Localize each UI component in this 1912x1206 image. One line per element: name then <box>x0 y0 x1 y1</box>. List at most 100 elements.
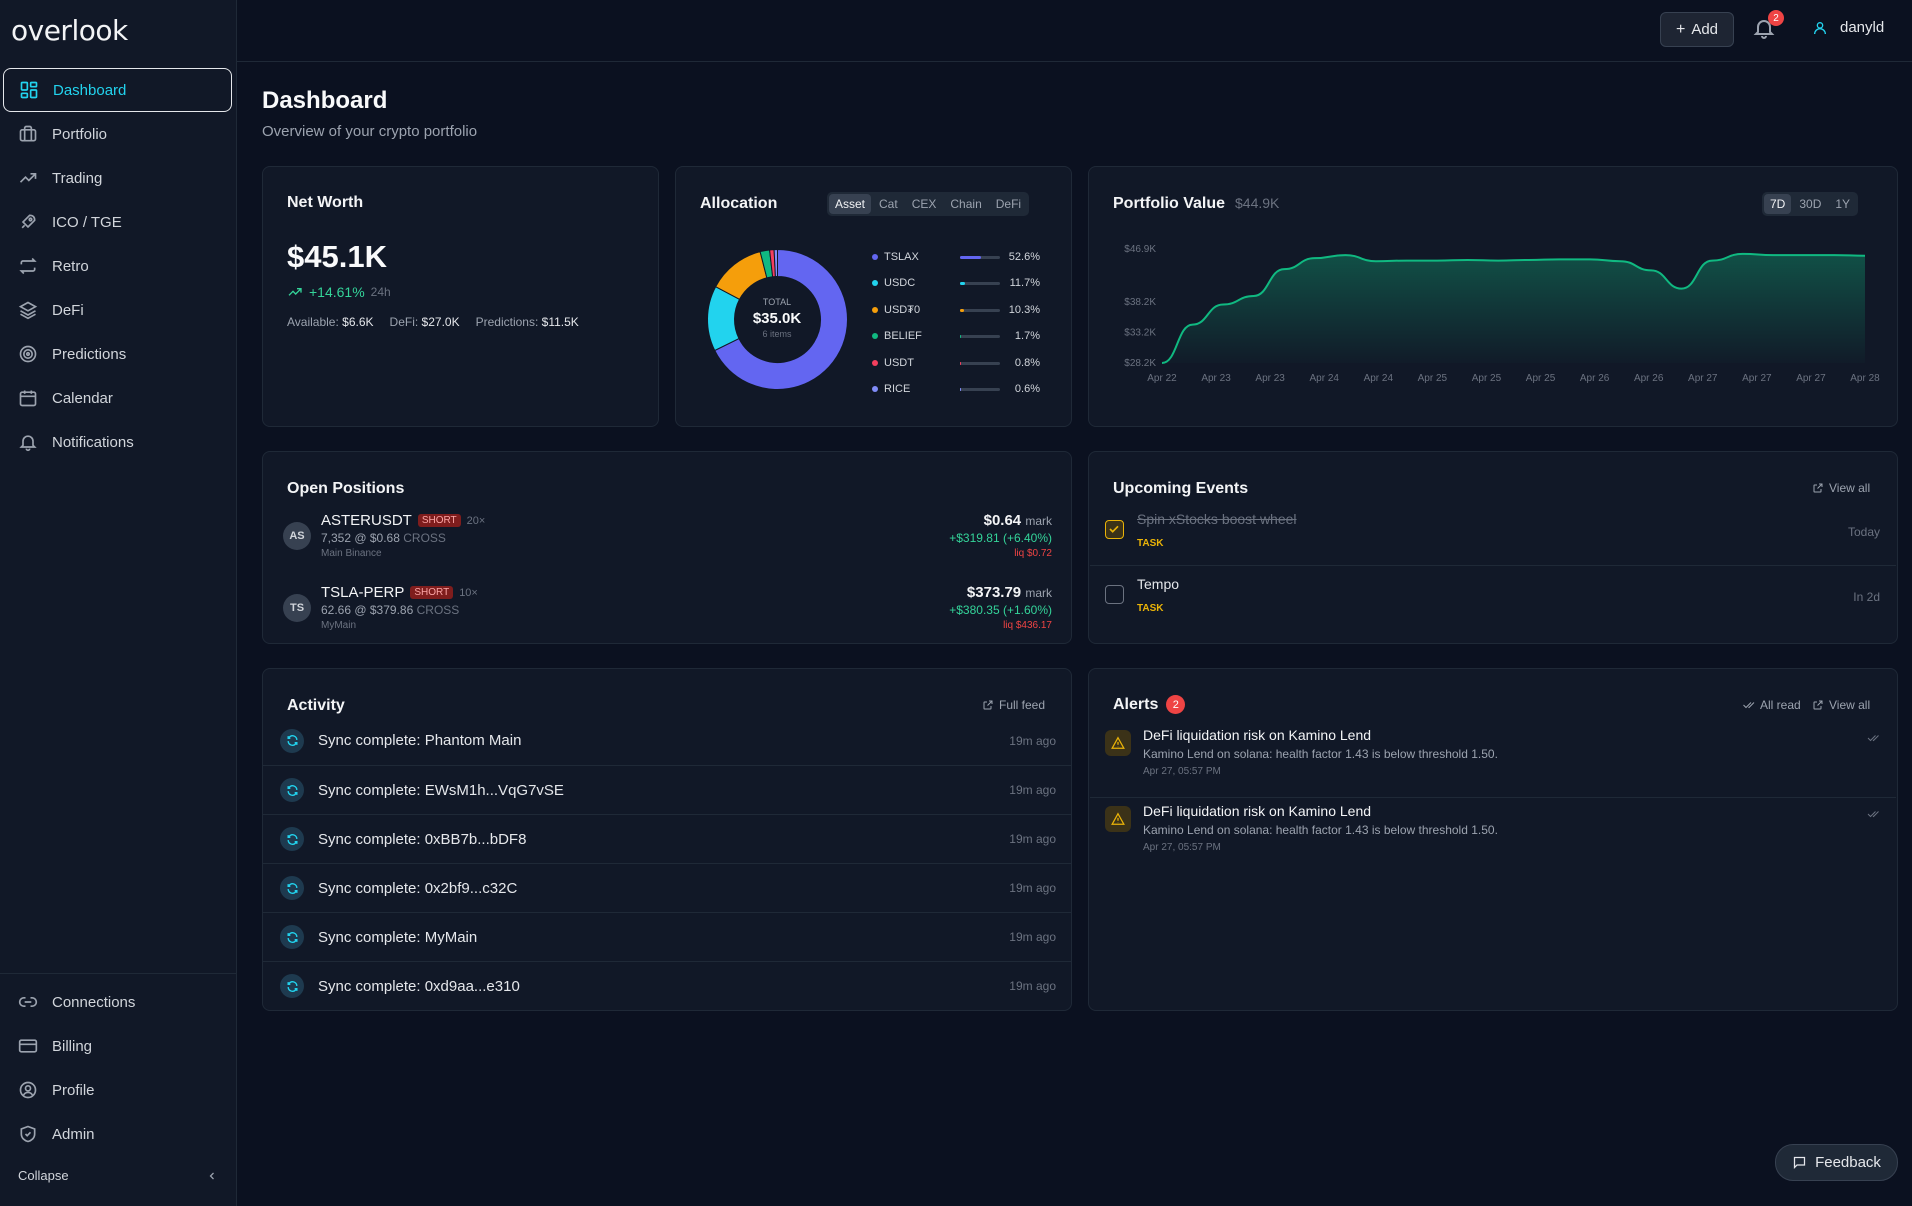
legend-dot <box>872 254 878 260</box>
activity-text: Sync complete: 0xd9aa...e310 <box>318 978 1009 995</box>
rocket-icon <box>18 212 38 232</box>
alerts-view-all-link[interactable]: View all <box>1812 698 1870 712</box>
activity-row[interactable]: Sync complete: 0x2bf9...c32C 19m ago <box>262 863 1072 912</box>
sync-icon <box>280 876 304 900</box>
layers-icon <box>18 300 38 320</box>
sidebar-item-notifications[interactable]: Notifications <box>3 420 232 464</box>
sidebar-item-billing[interactable]: Billing <box>3 1024 232 1068</box>
external-link-icon <box>1812 699 1824 711</box>
briefcase-icon <box>18 124 38 144</box>
event-name: Tempo <box>1137 576 1179 592</box>
position-margin: CROSS <box>403 531 446 545</box>
sidebar-item-defi[interactable]: DeFi <box>3 288 232 332</box>
credit-card-icon <box>18 1036 38 1056</box>
page-title: Dashboard <box>262 87 387 115</box>
x-tick-label: Apr 25 <box>1526 373 1556 384</box>
position-row[interactable]: TS TSLA-PERP SHORT 10× 62.66 @ $379.86 C… <box>262 582 1052 652</box>
legend-bar <box>960 362 1000 365</box>
event-row[interactable]: Tempo TASK In 2d <box>1090 567 1896 631</box>
activity-text: Sync complete: MyMain <box>318 929 1009 946</box>
sidebar-item-retro[interactable]: Retro <box>3 244 232 288</box>
sidebar-item-ico-tge[interactable]: ICO / TGE <box>3 200 232 244</box>
legend-pct: 52.6% <box>1008 251 1040 263</box>
open-positions-title: Open Positions <box>287 480 404 498</box>
user-icon <box>1812 20 1828 36</box>
tab-asset[interactable]: Asset <box>829 194 871 214</box>
sidebar-item-profile[interactable]: Profile <box>3 1068 232 1112</box>
sidebar-item-label: Admin <box>52 1126 95 1143</box>
activity-text: Sync complete: 0xBB7b...bDF8 <box>318 831 1009 848</box>
message-icon <box>1792 1155 1807 1170</box>
net-worth-period: 24h <box>371 285 391 299</box>
position-symbol: TSLA-PERP <box>321 584 404 601</box>
sidebar-item-dashboard[interactable]: Dashboard <box>3 68 232 112</box>
all-read-button[interactable]: All read <box>1742 698 1801 712</box>
feedback-button[interactable]: Feedback <box>1775 1144 1898 1181</box>
sidebar-item-trading[interactable]: Trading <box>3 156 232 200</box>
event-checkbox[interactable] <box>1105 520 1124 539</box>
position-margin: CROSS <box>417 603 460 617</box>
activity-row[interactable]: Sync complete: 0xBB7b...bDF8 19m ago <box>262 814 1072 863</box>
event-row[interactable]: Spin xStocks boost wheel TASK Today <box>1090 502 1896 566</box>
mark-read-icon[interactable] <box>1866 808 1880 820</box>
legend-item: USDT 0.8% <box>872 355 1042 371</box>
area-fill <box>1162 254 1865 363</box>
mark-read-icon[interactable] <box>1866 732 1880 744</box>
legend-name: USD₮0 <box>884 304 960 316</box>
tab-cat[interactable]: Cat <box>873 194 904 214</box>
x-tick-label: Apr 22 <box>1147 373 1177 384</box>
tab-cex[interactable]: CEX <box>906 194 943 214</box>
activity-row[interactable]: Sync complete: EWsM1h...VqG7vSE 19m ago <box>262 765 1072 814</box>
position-row[interactable]: AS ASTERUSDT SHORT 20× 7,352 @ $0.68 CRO… <box>262 510 1052 580</box>
allocation-tabs: Asset Cat CEX Chain DeFi <box>827 192 1029 216</box>
alert-title: DeFi liquidation risk on Kamino Lend <box>1143 803 1371 819</box>
legend-bar <box>960 256 1000 259</box>
alert-title: DeFi liquidation risk on Kamino Lend <box>1143 727 1371 743</box>
tab-defi[interactable]: DeFi <box>990 194 1027 214</box>
sidebar-item-label: Connections <box>52 994 135 1011</box>
activity-time: 19m ago <box>1009 930 1056 944</box>
activity-row[interactable]: Sync complete: Phantom Main 19m ago <box>262 716 1072 765</box>
chevron-left-icon <box>206 1170 218 1182</box>
external-link-icon <box>982 699 994 711</box>
sidebar-item-portfolio[interactable]: Portfolio <box>3 112 232 156</box>
legend-bar <box>960 335 1000 338</box>
legend-item: USDC 11.7% <box>872 275 1042 291</box>
sidebar-item-label: DeFi <box>52 302 84 319</box>
alert-row[interactable]: DeFi liquidation risk on Kamino Lend Kam… <box>1090 722 1896 798</box>
sidebar-item-connections[interactable]: Connections <box>3 980 232 1024</box>
notification-count-badge: 2 <box>1768 10 1784 26</box>
position-price-label: mark <box>1025 586 1052 600</box>
alert-row[interactable]: DeFi liquidation risk on Kamino Lend Kam… <box>1090 798 1896 874</box>
position-price: $373.79 <box>967 584 1021 601</box>
calendar-icon <box>18 388 38 408</box>
activity-title: Activity <box>287 697 345 715</box>
x-tick-label: Apr 27 <box>1742 373 1772 384</box>
event-checkbox[interactable] <box>1105 585 1124 604</box>
add-button-label: Add <box>1691 21 1718 38</box>
plus-icon: + <box>1676 21 1685 39</box>
full-feed-link[interactable]: Full feed <box>982 698 1045 712</box>
collapse-button[interactable]: Collapse <box>18 1168 218 1183</box>
user-menu[interactable]: danyld <box>1812 19 1884 36</box>
tab-chain[interactable]: Chain <box>944 194 987 214</box>
trending-up-icon <box>287 284 303 300</box>
username: danyld <box>1840 19 1884 36</box>
activity-time: 19m ago <box>1009 832 1056 846</box>
range-7d[interactable]: 7D <box>1764 194 1791 214</box>
external-link-icon <box>1812 482 1824 494</box>
range-30d[interactable]: 30D <box>1793 194 1827 214</box>
sidebar-item-admin[interactable]: Admin <box>3 1112 232 1156</box>
view-all-label: View all <box>1829 481 1870 495</box>
add-button[interactable]: + Add <box>1660 12 1734 47</box>
range-1y[interactable]: 1Y <box>1829 194 1856 214</box>
sidebar-item-calendar[interactable]: Calendar <box>3 376 232 420</box>
activity-row[interactable]: Sync complete: 0xd9aa...e310 19m ago <box>262 961 1072 1010</box>
sidebar-item-predictions[interactable]: Predictions <box>3 332 232 376</box>
position-account: MyMain <box>321 620 356 631</box>
alert-description: Kamino Lend on solana: health factor 1.4… <box>1143 823 1498 837</box>
activity-row[interactable]: Sync complete: MyMain 19m ago <box>262 912 1072 961</box>
events-view-all-link[interactable]: View all <box>1812 481 1870 495</box>
app-logo[interactable]: overlook <box>11 14 128 47</box>
position-detail: 62.66 @ $379.86 <box>321 603 413 617</box>
